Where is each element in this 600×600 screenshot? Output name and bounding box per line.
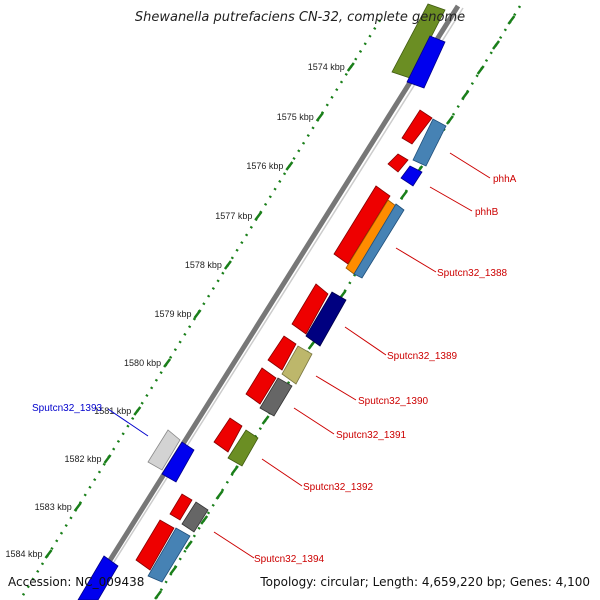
scale-label: 1580 kbp bbox=[124, 358, 161, 368]
feature-label[interactable]: Sputcn32_1389 bbox=[387, 351, 458, 362]
feature-label[interactable]: Sputcn32_1393 bbox=[32, 403, 103, 414]
scale-label: 1584 kbp bbox=[6, 549, 43, 559]
scale-tick bbox=[163, 358, 172, 368]
feature-label[interactable]: Sputcn32_1390 bbox=[358, 396, 429, 407]
outer-scale-tick bbox=[476, 65, 485, 75]
gene-arrow[interactable] bbox=[281, 345, 313, 385]
label-leaders bbox=[107, 152, 491, 559]
accession-text: Accession: NC_009438 bbox=[8, 575, 145, 589]
scale-tick bbox=[285, 161, 294, 171]
outer-scale-tick bbox=[492, 40, 501, 50]
gene-arrow[interactable] bbox=[213, 417, 243, 453]
scale-tick bbox=[73, 502, 82, 512]
outer-scale-tick bbox=[507, 15, 516, 25]
scale-tick bbox=[133, 406, 142, 416]
scale-tick bbox=[223, 260, 232, 270]
outer-scale-tick bbox=[307, 340, 316, 350]
scale-tick bbox=[103, 454, 112, 464]
gene-arrow[interactable] bbox=[412, 118, 447, 167]
outer-scale-tick bbox=[215, 490, 224, 500]
scale-label: 1576 kbp bbox=[246, 161, 283, 171]
scale-label: 1575 kbp bbox=[277, 112, 314, 122]
gene-arrow[interactable] bbox=[391, 3, 446, 79]
scale-label: 1578 kbp bbox=[185, 260, 222, 270]
scale-tick bbox=[193, 309, 202, 319]
topology-text: Topology: circular; Length: 4,659,220 bp… bbox=[260, 575, 590, 589]
outer-scale-tick bbox=[399, 190, 408, 200]
feature-label[interactable]: Sputcn32_1392 bbox=[303, 482, 374, 493]
scale-tick bbox=[346, 62, 355, 72]
gene-arrow[interactable] bbox=[401, 109, 433, 145]
genome-backbone bbox=[82, 4, 461, 600]
scale-label: 1581 kbp bbox=[94, 406, 131, 416]
gene-arrow[interactable] bbox=[406, 35, 446, 89]
gene-arrow[interactable] bbox=[267, 335, 297, 371]
scale-tick bbox=[315, 112, 324, 122]
feature-label[interactable]: Sputcn32_1388 bbox=[437, 268, 508, 279]
gene-arrow[interactable] bbox=[77, 555, 119, 600]
feature-label[interactable]: phhB bbox=[475, 207, 499, 218]
gene-arrow[interactable] bbox=[227, 429, 259, 467]
map-title: Shewanella putrefaciens CN-32, complete … bbox=[134, 10, 466, 25]
scale-label: 1583 kbp bbox=[35, 502, 72, 512]
feature-label[interactable]: phhA bbox=[493, 174, 517, 185]
outer-scale-tick bbox=[261, 415, 270, 425]
feature-labels: phhA phhB Sputcn32_1388 Sputcn32_1389 Sp… bbox=[32, 174, 517, 565]
outer-scale-tick bbox=[445, 115, 454, 125]
gene-arrow[interactable] bbox=[147, 429, 181, 471]
genome-backbone-highlight bbox=[89, 7, 464, 600]
scale-ticks bbox=[44, 15, 516, 600]
outer-scale-tick bbox=[184, 540, 193, 550]
feature-label[interactable]: Sputcn32_1394 bbox=[254, 554, 325, 565]
scale-label: 1582 kbp bbox=[64, 454, 101, 464]
gene-arrow[interactable] bbox=[353, 203, 405, 279]
scale-labels: 1574 kbp 1575 kbp 1576 kbp 1577 kbp 1578 kbp… bbox=[6, 62, 345, 559]
gene-arrow[interactable] bbox=[181, 501, 209, 533]
gene-arrow[interactable] bbox=[135, 519, 175, 571]
feature-arrows bbox=[77, 3, 447, 600]
gene-arrow[interactable] bbox=[161, 441, 195, 483]
scale-label: 1574 kbp bbox=[308, 62, 345, 72]
gene-arrow[interactable] bbox=[245, 367, 277, 405]
scale-label: 1579 kbp bbox=[154, 309, 191, 319]
gene-arrow[interactable] bbox=[259, 377, 293, 417]
gene-arrow[interactable] bbox=[333, 185, 391, 265]
outer-scale-tick bbox=[230, 465, 239, 475]
gene-arrow[interactable] bbox=[291, 283, 329, 335]
scale-tick bbox=[254, 211, 263, 221]
scale-tick bbox=[44, 549, 53, 559]
outer-scale-tick bbox=[169, 565, 178, 575]
gene-arrow[interactable] bbox=[169, 493, 193, 521]
scale-label: 1577 kbp bbox=[215, 211, 252, 221]
feature-label[interactable]: Sputcn32_1391 bbox=[336, 430, 407, 441]
outer-scale-tick bbox=[200, 515, 209, 525]
gene-arrow[interactable] bbox=[387, 153, 409, 173]
gene-arrow[interactable] bbox=[147, 527, 191, 583]
gene-arrow[interactable] bbox=[400, 165, 423, 187]
gene-arrow[interactable] bbox=[305, 291, 347, 347]
outer-scale-tick bbox=[461, 90, 470, 100]
outer-scale-tick bbox=[154, 590, 163, 600]
